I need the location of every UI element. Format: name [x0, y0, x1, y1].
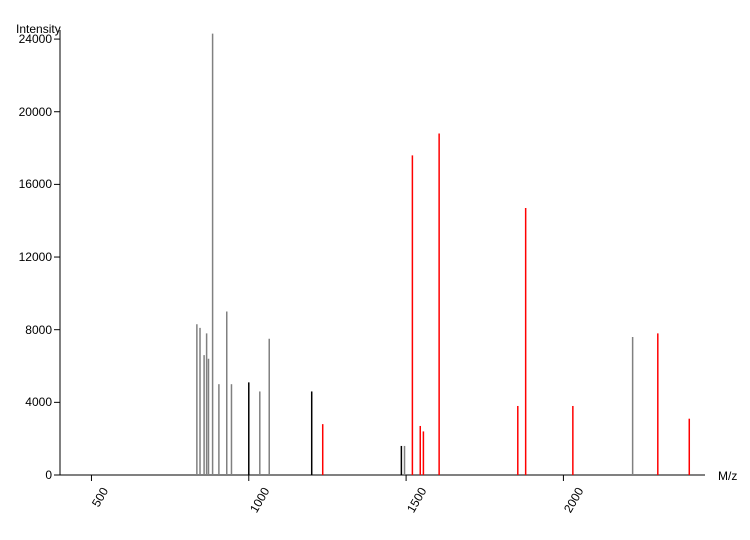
y-tick-label: 24000 — [12, 32, 52, 46]
y-tick-label: 20000 — [12, 105, 52, 119]
y-tick-label: 12000 — [12, 250, 52, 264]
chart-svg — [0, 0, 750, 540]
spectrum-chart: Intensity M/z 04000800012000160002000024… — [0, 0, 750, 540]
y-tick-label: 4000 — [12, 395, 52, 409]
y-tick-label: 8000 — [12, 323, 52, 337]
x-axis-title: M/z — [718, 469, 737, 483]
y-tick-label: 16000 — [12, 177, 52, 191]
y-tick-label: 0 — [12, 468, 52, 482]
